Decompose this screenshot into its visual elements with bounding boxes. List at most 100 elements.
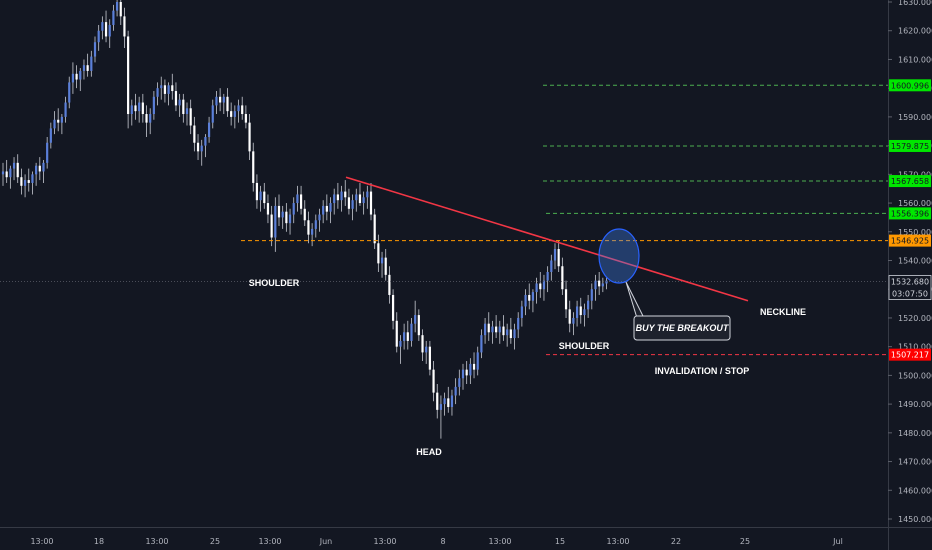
neckline-trendline[interactable] (345, 176, 749, 302)
candle-body (495, 326, 498, 333)
candle-body (281, 211, 284, 218)
candle-body (362, 197, 365, 204)
current-price-tag: 1532.680 (891, 278, 929, 287)
candle-body (594, 280, 597, 290)
candle-body (550, 260, 553, 272)
candle-body (127, 36, 130, 115)
candle-body (322, 205, 325, 215)
candle-body (93, 42, 97, 57)
level-price-tag: 1567.658 (891, 177, 929, 186)
candle-body (443, 398, 446, 405)
shoulder-left-label: SHOULDER (249, 278, 300, 288)
candle-body (189, 108, 192, 126)
candle-body (428, 346, 431, 370)
candle-body (204, 136, 207, 146)
neckline-label: NECKLINE (760, 307, 806, 317)
candle-body (340, 191, 343, 201)
candle-body (472, 363, 476, 370)
candle-body (255, 182, 259, 201)
candle-body (458, 378, 461, 387)
current-price-tag-bg (888, 275, 932, 300)
candle-body (476, 352, 479, 370)
price-tick-label: 1540.000 (898, 257, 932, 266)
candle-body (248, 122, 251, 152)
candle-body (296, 194, 299, 204)
candle-body (358, 194, 362, 204)
candle-body (307, 220, 310, 235)
price-tick-label: 1510.000 (898, 343, 932, 352)
candle-body (491, 326, 494, 333)
time-tick-label: 18 (94, 537, 104, 546)
candle-body (230, 111, 233, 117)
candle-body (314, 220, 317, 229)
candle-body (344, 191, 347, 198)
candle-body (292, 203, 295, 215)
price-tick-label: 1500.000 (898, 371, 932, 380)
candle-body (447, 398, 450, 407)
level-price-tag-bg (889, 175, 931, 188)
time-tick-label: 25 (740, 537, 750, 546)
candle-body (79, 70, 82, 80)
candle-body (399, 340, 402, 347)
callout-box[interactable] (633, 315, 731, 341)
candle-body (23, 180, 27, 186)
candle-body (123, 16, 126, 37)
price-tick-label: 1470.000 (898, 458, 932, 467)
candle-body (171, 85, 174, 92)
candle-body (498, 326, 501, 333)
level-price-tag: 1600.996 (891, 81, 929, 90)
candle-body (391, 294, 395, 321)
candle-body (403, 332, 406, 341)
candle-body (380, 257, 384, 264)
candle-body (333, 194, 336, 204)
candle-body (211, 105, 214, 123)
price-tags: 1600.996 1579.875 1567.658 1556.396 1546.925… (888, 79, 932, 361)
head-label: HEAD (416, 447, 442, 457)
breakout-ellipse[interactable] (598, 228, 640, 284)
candle-body (215, 96, 218, 106)
time-tick-label: 25 (210, 537, 220, 546)
candle-body (149, 114, 152, 123)
candle-body (145, 114, 148, 123)
candle-body (546, 271, 549, 281)
candle-body (71, 73, 75, 83)
candle-body (226, 96, 229, 112)
candle-body (167, 85, 170, 94)
candle-body (373, 214, 376, 244)
candle-body (439, 404, 443, 410)
candle-body (196, 142, 200, 152)
candle-body (384, 257, 387, 275)
candle-body (82, 65, 86, 71)
candle-body (68, 82, 71, 103)
candle-body (542, 280, 546, 290)
candle-body (97, 30, 100, 43)
price-tick-label: 1450.000 (898, 515, 932, 524)
time-tick-label: 8 (440, 537, 445, 546)
candle-body (336, 194, 339, 201)
candle-body (219, 96, 222, 103)
level-price-tag-bg (889, 234, 931, 247)
time-tick-label: 13:00 (258, 537, 281, 546)
time-axis[interactable]: 13:00 18 13:00 25 13:00 Jun 13:00 8 13:00 15 13:00… (30, 537, 842, 546)
candle-body (185, 108, 189, 115)
candle-body (377, 243, 380, 264)
candle-body (506, 329, 509, 336)
candle-body (605, 280, 608, 284)
candle-body (410, 323, 413, 341)
candle-body (259, 191, 262, 201)
time-tick-label: 13:00 (145, 537, 168, 546)
price-tick-label: 1560.000 (898, 199, 932, 208)
candle-body (524, 294, 527, 307)
candle-body (49, 128, 52, 143)
candle-body (57, 119, 60, 123)
candle-body (553, 249, 557, 261)
candle-body (564, 289, 568, 310)
time-tick-label: 13:00 (606, 537, 629, 546)
price-tick-label: 1590.000 (898, 113, 932, 122)
candle-body (598, 280, 601, 287)
candle-body (513, 329, 516, 339)
candle-body (42, 162, 45, 172)
